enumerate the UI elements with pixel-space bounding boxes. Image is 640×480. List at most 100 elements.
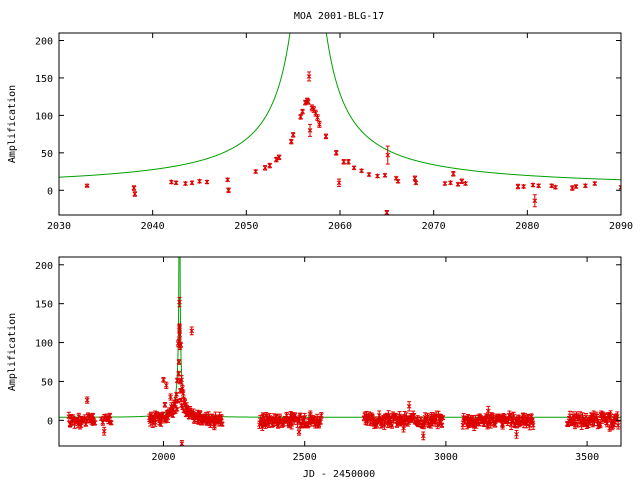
data-point [265, 414, 271, 420]
data-point [174, 391, 179, 397]
data-point [573, 184, 579, 190]
bottom-y-axis-label: Amplification [7, 313, 18, 391]
data-point [579, 420, 584, 426]
data-point [195, 411, 200, 417]
data-point [372, 421, 378, 427]
data-point [163, 382, 169, 388]
bottom-y-axis: 0 50 100 150 200 [35, 261, 621, 427]
y-tick-label: 0 [47, 416, 53, 427]
data-point [107, 413, 113, 419]
data-point [90, 413, 96, 419]
data-point [225, 177, 230, 183]
x-tick-label: 2000 [151, 452, 175, 463]
data-point [450, 171, 456, 177]
data-point [189, 180, 195, 186]
data-point [307, 127, 313, 133]
data-point [79, 416, 84, 422]
x-tick-label: 2080 [515, 221, 539, 232]
data-point [206, 413, 212, 419]
data-point [411, 413, 417, 419]
data-point [307, 411, 313, 417]
data-point [532, 198, 538, 204]
data-point [73, 417, 79, 423]
data-point [387, 414, 392, 420]
bottom-data-points [66, 296, 621, 446]
data-point [549, 183, 555, 189]
data-point [528, 417, 533, 423]
data-point [152, 419, 158, 425]
data-point [317, 121, 322, 127]
data-point [459, 178, 465, 184]
data-point [108, 420, 114, 426]
data-point [463, 181, 468, 187]
data-point [351, 165, 357, 171]
data-point [290, 132, 296, 138]
data-point [592, 181, 598, 187]
data-point [429, 413, 435, 419]
data-point [590, 414, 596, 420]
data-point [515, 184, 521, 190]
y-tick-label: 150 [35, 74, 53, 85]
x-tick-label: 2050 [234, 221, 258, 232]
data-point [178, 388, 183, 394]
data-point [152, 411, 158, 417]
data-point [570, 413, 576, 419]
data-point [384, 210, 390, 215]
top-y-axis: 0 50 100 150 200 [35, 36, 621, 197]
x-tick-label: 3000 [434, 452, 458, 463]
data-point [319, 412, 324, 418]
top-data-points [84, 71, 621, 215]
data-point [485, 408, 491, 414]
top-x-axis: 2030 2040 2050 2060 2070 2080 2090 [47, 33, 633, 232]
data-point [615, 422, 621, 428]
y-tick-label: 200 [35, 36, 53, 47]
data-point [101, 428, 107, 434]
data-point [521, 184, 526, 190]
data-point [583, 183, 588, 189]
data-point [189, 328, 195, 334]
data-point [385, 152, 391, 158]
top-panel: 0 50 100 150 200 2030 2040 2050 2060 2070 2080 209… [7, 32, 633, 232]
y-tick-label: 200 [35, 261, 53, 272]
data-point [481, 421, 487, 427]
data-point [253, 169, 259, 175]
data-point [302, 414, 308, 420]
data-point [173, 180, 179, 186]
data-point [341, 159, 347, 165]
y-tick-label: 150 [35, 300, 53, 311]
data-point [176, 359, 182, 365]
data-point [448, 180, 453, 186]
data-point [316, 420, 322, 426]
data-point [300, 109, 305, 115]
data-point [415, 416, 421, 422]
data-point [536, 183, 541, 189]
data-point [500, 421, 505, 427]
data-point [84, 183, 90, 189]
data-point [375, 173, 380, 179]
data-point [177, 378, 183, 384]
x-tick-label: 2070 [422, 221, 446, 232]
data-point [211, 424, 217, 430]
data-point [176, 371, 182, 377]
x-tick-label: 2090 [609, 221, 633, 232]
x-tick-label: 2040 [141, 221, 165, 232]
top-model-curve [59, 33, 621, 181]
data-point [262, 165, 268, 171]
model-line [59, 33, 621, 181]
data-point [530, 182, 536, 188]
data-point [190, 413, 196, 419]
data-point [401, 425, 406, 431]
data-point [276, 154, 282, 160]
data-point [158, 413, 164, 419]
model-line [59, 257, 621, 418]
data-point [131, 185, 137, 191]
chart-title: MOA 2001-BLG-17 [294, 11, 384, 22]
data-point [166, 408, 172, 414]
data-point [297, 412, 303, 418]
data-point [177, 326, 182, 332]
data-point [179, 441, 185, 446]
data-point [323, 133, 329, 139]
data-point [161, 377, 166, 383]
data-point [219, 421, 225, 427]
